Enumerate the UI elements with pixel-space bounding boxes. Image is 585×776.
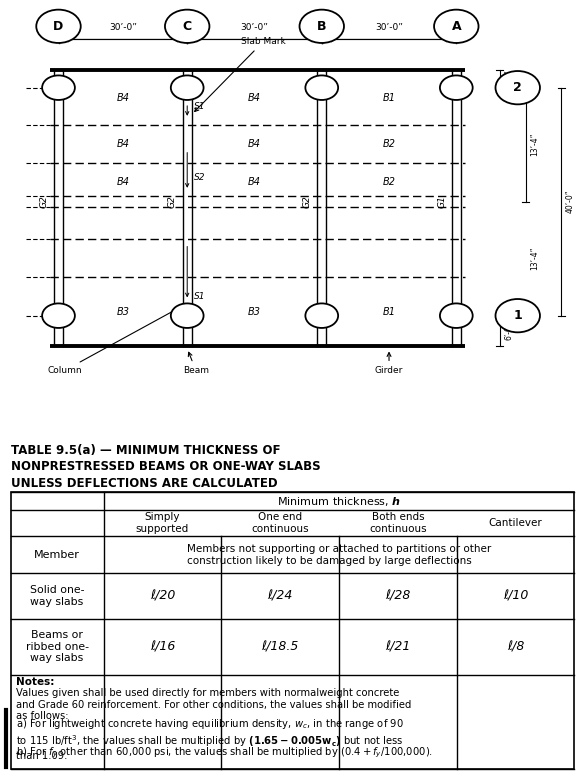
Text: S1: S1 <box>194 292 206 301</box>
Text: Beam: Beam <box>183 352 209 375</box>
Text: S2: S2 <box>194 173 206 182</box>
Circle shape <box>495 71 540 104</box>
Text: Cantilever: Cantilever <box>488 518 542 528</box>
Text: 30’-0”: 30’-0” <box>109 23 137 32</box>
FancyBboxPatch shape <box>11 493 574 769</box>
Text: ℓ/8: ℓ/8 <box>507 640 524 653</box>
Text: 1: 1 <box>514 309 522 322</box>
Text: C: C <box>183 20 192 33</box>
Text: B3: B3 <box>248 307 261 317</box>
Text: b) For $f_y$ other than 60,000 psi, the values shall be multiplied by $(0.4 + f_: b) For $f_y$ other than 60,000 psi, the … <box>16 746 433 760</box>
Text: 13’-4”: 13’-4” <box>531 133 539 157</box>
Text: G1: G1 <box>437 196 446 208</box>
Text: Notes:: Notes: <box>16 677 55 688</box>
Text: UNLESS DEFLECTIONS ARE CALCULATED: UNLESS DEFLECTIONS ARE CALCULATED <box>11 477 277 490</box>
Text: ℓ/16: ℓ/16 <box>150 640 175 653</box>
Text: One end
continuous: One end continuous <box>252 512 309 534</box>
Text: Minimum thickness, $\bfit{h}$: Minimum thickness, $\bfit{h}$ <box>277 495 401 508</box>
Circle shape <box>300 9 344 43</box>
Text: B1: B1 <box>383 92 395 102</box>
Circle shape <box>495 299 540 332</box>
Circle shape <box>171 303 204 328</box>
Text: A: A <box>452 20 461 33</box>
Circle shape <box>305 75 338 100</box>
Circle shape <box>434 9 479 43</box>
Circle shape <box>440 303 473 328</box>
Text: B3: B3 <box>116 307 129 317</box>
Text: ℓ/28: ℓ/28 <box>385 590 411 603</box>
Text: ℓ/24: ℓ/24 <box>267 590 293 603</box>
Text: Simply
supported: Simply supported <box>136 512 189 534</box>
Text: G2: G2 <box>168 196 177 208</box>
Text: S1: S1 <box>194 102 206 111</box>
Text: B4: B4 <box>248 177 261 187</box>
Text: Girder: Girder <box>375 352 403 375</box>
Text: 30’-0”: 30’-0” <box>375 23 403 32</box>
Circle shape <box>165 9 209 43</box>
Text: ℓ/20: ℓ/20 <box>150 590 175 603</box>
Text: D: D <box>53 20 64 33</box>
Text: Members not supporting or attached to partitions or other
construction likely to: Members not supporting or attached to pa… <box>187 544 491 566</box>
Text: B4: B4 <box>248 92 261 102</box>
Circle shape <box>42 303 75 328</box>
Text: 2: 2 <box>514 81 522 94</box>
Text: G2: G2 <box>39 196 49 208</box>
Text: ℓ/21: ℓ/21 <box>385 640 411 653</box>
Text: 6’-0”: 6’-0” <box>504 321 513 341</box>
Text: B4: B4 <box>248 139 261 149</box>
Text: 40’-0”: 40’-0” <box>566 190 574 213</box>
Text: B2: B2 <box>383 139 395 149</box>
Text: Slab Mark: Slab Mark <box>195 37 285 112</box>
Text: 6’-0”: 6’-0” <box>504 70 513 88</box>
Text: Column: Column <box>47 305 184 375</box>
Text: ℓ/18.5: ℓ/18.5 <box>261 640 299 653</box>
Circle shape <box>171 75 204 100</box>
Text: B4: B4 <box>116 139 129 149</box>
Text: Solid one-
way slabs: Solid one- way slabs <box>30 585 84 607</box>
Text: Both ends
continuous: Both ends continuous <box>369 512 426 534</box>
Text: Beams or
ribbed one-
way slabs: Beams or ribbed one- way slabs <box>26 630 88 663</box>
Text: B: B <box>317 20 326 33</box>
Text: B4: B4 <box>116 177 129 187</box>
Circle shape <box>305 303 338 328</box>
Text: ℓ/10: ℓ/10 <box>503 590 528 603</box>
Text: G2: G2 <box>302 196 312 208</box>
Circle shape <box>42 75 75 100</box>
Text: B2: B2 <box>383 177 395 187</box>
Text: Member: Member <box>34 550 80 560</box>
Text: Values given shall be used directly for members with normalweight concrete
and G: Values given shall be used directly for … <box>16 688 412 722</box>
Text: B4: B4 <box>116 92 129 102</box>
Text: 30’-0”: 30’-0” <box>240 23 269 32</box>
Text: B1: B1 <box>383 307 395 317</box>
Text: a) For lightweight concrete having equilibrium density, $w_c$, in the range of 9: a) For lightweight concrete having equil… <box>16 717 404 760</box>
Text: 13’-4”: 13’-4” <box>531 247 539 270</box>
Text: NONPRESTRESSED BEAMS OR ONE-WAY SLABS: NONPRESTRESSED BEAMS OR ONE-WAY SLABS <box>11 460 320 473</box>
Circle shape <box>440 75 473 100</box>
Circle shape <box>36 9 81 43</box>
Text: TABLE 9.5(a) — MINIMUM THICKNESS OF: TABLE 9.5(a) — MINIMUM THICKNESS OF <box>11 444 280 456</box>
